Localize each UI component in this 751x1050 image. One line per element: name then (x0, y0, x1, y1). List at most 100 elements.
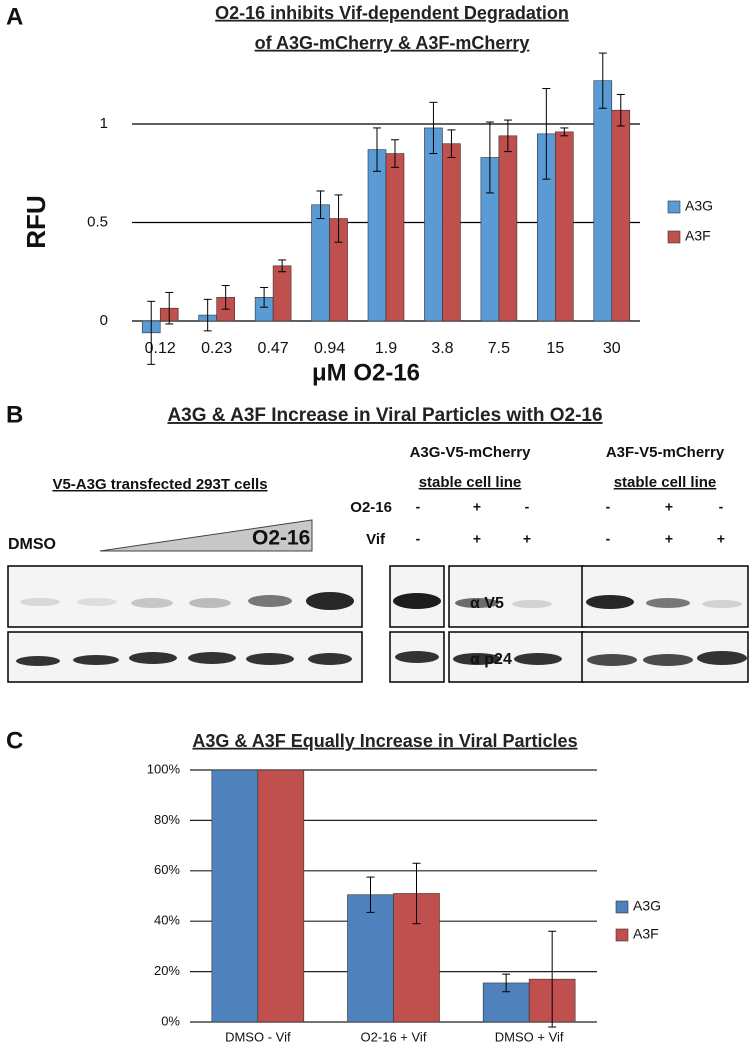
band (131, 598, 173, 608)
legend-swatch (615, 928, 629, 942)
legend-swatch (667, 200, 681, 214)
bar (367, 149, 387, 322)
error-bar (391, 139, 399, 168)
x-tick-label: DMSO + Vif (495, 1029, 564, 1044)
band (308, 653, 352, 665)
chart-title: of A3G-mCherry & A3F-mCherry (255, 33, 530, 53)
group-header: A3G-V5-mCherry (410, 444, 532, 461)
sign: + (717, 531, 725, 547)
y-tick-label: 1 (100, 115, 108, 132)
x-tick-label: 30 (603, 340, 621, 357)
blot-box (7, 631, 363, 683)
row-label: Vif (366, 531, 386, 548)
error-bar (334, 194, 343, 243)
sign: - (719, 499, 724, 515)
band (129, 652, 177, 664)
antibody-label: α V5 (470, 595, 504, 612)
x-tick-label: 15 (546, 340, 564, 357)
group-header: stable cell line (419, 474, 522, 491)
error-bar (503, 119, 512, 153)
sign: + (665, 499, 673, 515)
band (188, 652, 236, 664)
band (246, 653, 294, 665)
chart-title: A3G & A3F Equally Increase in Viral Part… (192, 731, 577, 751)
chart-title: O2-16 inhibits Vif-dependent Degradation (215, 3, 569, 23)
blot-title: A3G & A3F Increase in Viral Particles wi… (167, 405, 602, 426)
x-tick-label: 3.8 (431, 340, 453, 357)
error-bar (429, 101, 438, 155)
band (455, 598, 499, 608)
sign: + (473, 499, 481, 515)
sign: + (523, 531, 531, 547)
error-bar (412, 862, 421, 925)
group-header: A3F-V5-mCherry (606, 444, 725, 461)
y-tick-label: 100% (147, 761, 181, 776)
error-bar (598, 52, 607, 109)
bar (257, 769, 305, 1023)
error-bar (502, 973, 511, 993)
x-tick-label: 7.5 (488, 340, 510, 357)
band (395, 651, 439, 663)
bar (311, 204, 330, 322)
blot-box (7, 565, 363, 628)
error-bar (366, 876, 375, 913)
y-tick-label: 60% (154, 862, 180, 877)
error-bar (221, 285, 230, 310)
gradient-label: O2-16 (252, 527, 310, 550)
band (77, 598, 117, 606)
band (189, 598, 231, 608)
y-tick-label: 0 (100, 312, 108, 329)
error-bar (147, 300, 156, 365)
sign: + (473, 531, 481, 547)
band (16, 656, 60, 666)
bands (16, 592, 747, 666)
panel-label: A (6, 3, 23, 30)
x-axis-label: μM O2-16 (312, 359, 420, 386)
antibody-label: α p24 (470, 651, 512, 668)
error-bar (542, 88, 551, 180)
band (453, 653, 501, 665)
band (702, 600, 742, 608)
bar (442, 143, 461, 322)
bar (272, 265, 292, 322)
error-bar (260, 287, 269, 308)
blot-panel: A3G & A3F Increase in Viral Particles wi… (7, 405, 749, 683)
band (73, 655, 119, 665)
legend-label: A3G (685, 198, 713, 214)
band (514, 653, 562, 665)
error-bar (373, 127, 381, 172)
legend-label: A3G (633, 898, 661, 914)
band (512, 600, 552, 608)
x-tick-label: DMSO - Vif (225, 1029, 291, 1044)
x-tick-label: 1.9 (375, 340, 397, 357)
band (646, 598, 690, 608)
error-bar (548, 930, 557, 1028)
bar (498, 135, 518, 322)
error-bar (560, 127, 569, 137)
error-bar (316, 190, 325, 220)
y-tick-label: 40% (154, 913, 180, 928)
error-bar (203, 298, 212, 332)
error-bar (165, 291, 174, 325)
group-header: stable cell line (614, 474, 717, 491)
bar (611, 109, 631, 322)
band (306, 592, 354, 610)
gradient-triangle (99, 519, 313, 552)
bar (555, 131, 574, 322)
sign: + (665, 531, 673, 547)
x-tick-label: 0.47 (258, 340, 289, 357)
sign: - (416, 499, 421, 515)
band (393, 593, 441, 609)
y-axis-label: RFU (21, 195, 51, 248)
sign: - (416, 531, 421, 547)
band (586, 595, 634, 609)
band (697, 651, 747, 665)
y-tick-label: 80% (154, 812, 180, 827)
sign: - (606, 499, 611, 515)
band (20, 598, 60, 606)
legend-swatch (667, 230, 681, 244)
blot-header: V5-A3G transfected 293T cells (52, 476, 267, 493)
error-bar (485, 121, 494, 194)
legend-label: A3F (633, 926, 659, 942)
sign: - (606, 531, 611, 547)
